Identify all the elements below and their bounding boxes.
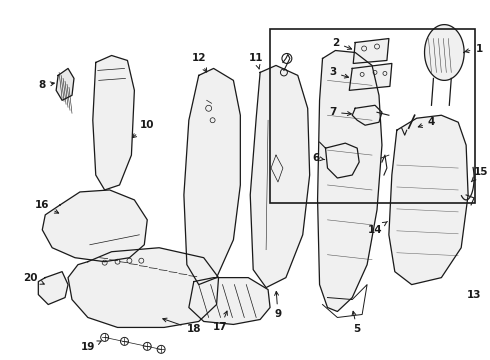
Polygon shape <box>352 105 382 125</box>
Text: 14: 14 <box>368 221 388 235</box>
Text: 4: 4 <box>418 117 435 127</box>
Text: 10: 10 <box>132 120 154 138</box>
Text: 13: 13 <box>467 289 481 300</box>
Polygon shape <box>38 272 68 305</box>
Polygon shape <box>250 66 310 288</box>
Text: 15: 15 <box>471 167 488 182</box>
Polygon shape <box>389 115 468 285</box>
Text: 1: 1 <box>465 44 483 54</box>
Polygon shape <box>424 24 464 80</box>
Polygon shape <box>42 190 147 262</box>
Text: 5: 5 <box>352 311 361 334</box>
Polygon shape <box>93 55 134 190</box>
Text: 16: 16 <box>35 200 59 213</box>
Polygon shape <box>353 39 389 63</box>
Text: 12: 12 <box>192 54 207 72</box>
Text: 6: 6 <box>312 153 325 163</box>
Bar <box>270 30 475 203</box>
Text: 18: 18 <box>163 318 201 334</box>
Text: 7: 7 <box>329 107 351 117</box>
Polygon shape <box>189 278 270 324</box>
Polygon shape <box>184 68 240 285</box>
Polygon shape <box>318 50 382 311</box>
Polygon shape <box>68 248 219 328</box>
Polygon shape <box>56 68 74 100</box>
Text: 19: 19 <box>81 341 101 352</box>
Polygon shape <box>349 63 392 90</box>
Text: 3: 3 <box>329 67 348 78</box>
Text: 9: 9 <box>274 292 282 319</box>
Text: 11: 11 <box>249 54 264 69</box>
Text: 17: 17 <box>213 311 228 332</box>
Text: 20: 20 <box>23 273 44 284</box>
Polygon shape <box>325 143 359 178</box>
Text: 2: 2 <box>332 37 352 49</box>
Text: 8: 8 <box>39 80 54 90</box>
